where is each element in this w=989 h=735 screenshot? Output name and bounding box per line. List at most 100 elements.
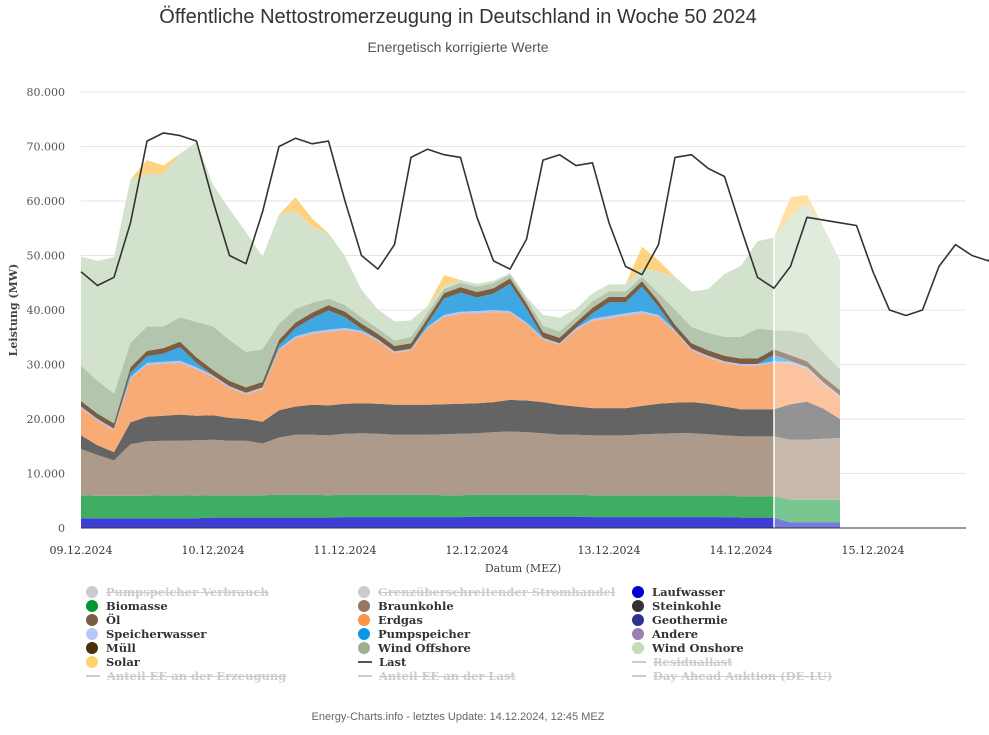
legend-item[interactable]: Pumpspeicher xyxy=(358,627,470,641)
legend-line-icon xyxy=(358,661,372,663)
legend-label: Steinkohle xyxy=(652,599,722,613)
legend-item[interactable]: Last xyxy=(358,655,406,669)
legend-item[interactable]: Anteil EE an der Last xyxy=(358,669,516,683)
legend-dot-icon xyxy=(358,628,370,640)
x-tick-label: 12.12.2024 xyxy=(446,544,509,557)
area-forecast-laufwasser[interactable] xyxy=(774,517,840,528)
legend-dot-icon xyxy=(632,600,644,612)
legend-label: Pumpspeicher xyxy=(378,627,471,641)
legend-item[interactable]: Wind Offshore xyxy=(358,641,471,655)
x-tick-label: 13.12.2024 xyxy=(578,544,641,557)
area-forecast-wind-onshore[interactable] xyxy=(774,203,840,370)
x-tick-label: 15.12.2024 xyxy=(842,544,905,557)
legend-dot-icon xyxy=(86,642,98,654)
legend-label: Geothermie xyxy=(652,613,728,627)
legend-dot-icon xyxy=(358,586,370,598)
legend-line-icon xyxy=(358,675,372,677)
area-forecast-öl-müll[interactable] xyxy=(774,349,840,396)
chart-title: Öffentliche Nettostromerzeugung in Deuts… xyxy=(159,6,757,28)
legend-item[interactable]: Öl xyxy=(86,613,120,627)
area-forecast-pumpspeicher[interactable] xyxy=(774,354,840,396)
legend-item[interactable]: Steinkohle xyxy=(632,599,721,613)
load-line-group xyxy=(80,132,989,317)
y-tick-label: 20.000 xyxy=(27,413,66,426)
legend-item[interactable]: Erdgas xyxy=(358,613,423,627)
legend-item[interactable]: Anteil EE an der Erzeugung xyxy=(86,669,286,683)
footer-credit: Energy-Charts.info - letztes Update: 14.… xyxy=(311,711,605,723)
legend-item[interactable]: Müll xyxy=(86,641,136,655)
y-axis-ticks: 0 10.000 20.000 30.000 40.000 50.000 60.000 70.… xyxy=(27,86,66,535)
y-tick-label: 70.000 xyxy=(27,141,66,154)
legend-label: Müll xyxy=(106,641,136,655)
legend-dot-icon xyxy=(86,628,98,640)
area-forecast-steinkohle[interactable] xyxy=(774,401,840,440)
legend-label: Laufwasser xyxy=(652,585,725,599)
legend-dot-icon xyxy=(86,600,98,612)
area-steinkohle[interactable] xyxy=(81,399,774,461)
legend-label: Braunkohle xyxy=(378,599,454,613)
legend-label: Erdgas xyxy=(378,613,423,627)
legend-label: Pumpspeicher Verbrauch xyxy=(106,585,269,599)
legend-dot-icon xyxy=(358,614,370,626)
x-tick-label: 11.12.2024 xyxy=(314,544,377,557)
legend-item[interactable]: Pumpspeicher Verbrauch xyxy=(86,585,269,599)
legend-item[interactable]: Braunkohle xyxy=(358,599,454,613)
legend-dot-icon xyxy=(632,628,644,640)
area-forecast-erdgas[interactable] xyxy=(774,362,840,419)
y-axis-label: Leistung (MW) xyxy=(7,264,20,357)
x-tick-label: 10.12.2024 xyxy=(182,544,245,557)
area-erdgas[interactable] xyxy=(81,312,774,453)
area-forecast-speicherwasser[interactable] xyxy=(774,361,840,398)
y-tick-label: 80.000 xyxy=(27,86,66,99)
legend-item[interactable]: Residuallast xyxy=(632,655,733,669)
legend-label: Residuallast xyxy=(653,655,733,669)
area-forecast-biomasse[interactable] xyxy=(774,496,840,523)
legend-item[interactable]: Day Ahead Auktion (DE-LU) xyxy=(632,669,832,683)
legend-item[interactable]: Grenzüberschreitender Stromhandel xyxy=(358,585,615,599)
legend-label: Öl xyxy=(106,613,121,627)
legend-label: Wind Offshore xyxy=(378,641,471,655)
area-wind-onshore[interactable] xyxy=(81,142,774,394)
legend-label: Wind Onshore xyxy=(652,641,744,655)
legend-line-icon xyxy=(632,661,646,663)
legend-dot-icon xyxy=(358,600,370,612)
legend-label: Day Ahead Auktion (DE-LU) xyxy=(653,669,833,683)
load-line[interactable] xyxy=(80,132,989,317)
legend-dot-icon xyxy=(86,586,98,598)
legend-item[interactable]: Andere xyxy=(632,627,698,641)
area-braunkohle[interactable] xyxy=(81,431,774,497)
area-forecast-solar[interactable] xyxy=(774,195,840,261)
legend-dot-icon xyxy=(632,586,644,598)
x-tick-label: 09.12.2024 xyxy=(50,544,113,557)
legend-label: Last xyxy=(379,655,407,669)
legend-dot-icon xyxy=(358,642,370,654)
legend-item[interactable]: Biomasse xyxy=(86,599,168,613)
legend-label: Anteil EE an der Erzeugung xyxy=(107,669,287,683)
legend-label: Andere xyxy=(652,627,699,641)
legend-label: Grenzüberschreitender Stromhandel xyxy=(378,585,616,599)
area-laufwasser[interactable] xyxy=(81,516,774,528)
legend-item[interactable]: Wind Onshore xyxy=(632,641,744,655)
area-wind-offshore[interactable] xyxy=(81,274,774,424)
legend-dot-icon xyxy=(632,614,644,626)
legend-label: Biomasse xyxy=(106,599,168,613)
y-tick-label: 30.000 xyxy=(27,359,66,372)
legend-line-icon xyxy=(632,675,646,677)
chart-subtitle: Energetisch korrigierte Werte xyxy=(367,39,549,55)
legend-label: Speicherwasser xyxy=(106,627,207,641)
legend-item[interactable]: Speicherwasser xyxy=(86,627,206,641)
legend-item[interactable]: Geothermie xyxy=(632,613,728,627)
legend-label: Solar xyxy=(106,655,140,669)
x-axis-label: Datum (MEZ) xyxy=(485,562,561,575)
x-axis-ticks: 09.12.2024 10.12.2024 11.12.2024 12.12.2024… xyxy=(50,544,905,557)
x-tick-label: 14.12.2024 xyxy=(710,544,773,557)
y-tick-label: 50.000 xyxy=(27,250,66,263)
legend-item[interactable]: Solar xyxy=(86,655,140,669)
area-forecast-braunkohle[interactable] xyxy=(774,436,840,500)
legend-dot-icon xyxy=(632,642,644,654)
area-forecast-wind-offshore[interactable] xyxy=(774,330,840,391)
legend-item[interactable]: Laufwasser xyxy=(632,585,725,599)
stacked-areas xyxy=(81,142,840,528)
area-biomasse[interactable] xyxy=(81,494,774,519)
y-tick-label: 10.000 xyxy=(27,468,66,481)
